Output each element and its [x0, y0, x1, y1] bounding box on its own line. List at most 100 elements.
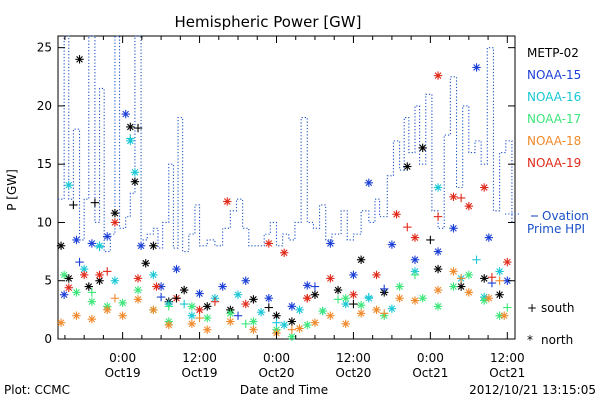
point-south — [426, 235, 435, 245]
point-noaa-17 — [356, 301, 366, 310]
point-noaa-18 — [133, 295, 143, 304]
point-metp-02 — [403, 162, 412, 171]
point-south — [503, 303, 512, 312]
point-noaa-19 — [349, 290, 358, 299]
legend-ovation-bottom: Prime HPI — [527, 222, 585, 236]
point-noaa-19 — [264, 239, 274, 248]
point-noaa-18 — [249, 325, 258, 334]
point-noaa-18 — [226, 317, 235, 326]
x-tick-label-time: 12:00 — [336, 351, 371, 365]
x-tick-label-time: 0:00 — [109, 351, 136, 365]
point-south — [364, 292, 374, 302]
point-noaa-18 — [395, 294, 404, 303]
y-tick-label: 5 — [44, 274, 52, 288]
point-noaa-19 — [480, 183, 489, 192]
point-metp-02 — [333, 285, 343, 295]
point-noaa-15 — [410, 255, 420, 264]
point-noaa-19 — [410, 233, 420, 242]
point-metp-02 — [456, 282, 466, 291]
y-axis-label: P [GW] — [5, 169, 19, 211]
point-noaa-17 — [318, 306, 327, 316]
point-noaa-17 — [226, 309, 235, 318]
point-noaa-18 — [310, 318, 320, 327]
point-noaa-16 — [130, 168, 140, 177]
point-south — [310, 282, 320, 291]
point-noaa-15 — [103, 232, 112, 241]
point-metp-02 — [179, 285, 189, 295]
point-metp-02 — [203, 302, 212, 311]
point-noaa-19 — [64, 283, 73, 292]
ovation-line — [58, 35, 515, 253]
point-noaa-18 — [56, 318, 66, 327]
x-tick-label-date: Oct19 — [105, 366, 141, 380]
point-noaa-15 — [349, 270, 358, 280]
point-noaa-18 — [464, 288, 474, 297]
point-noaa-17 — [87, 297, 97, 306]
point-south — [126, 134, 135, 143]
legend-noaa-15: NOAA-15 — [527, 68, 581, 82]
point-noaa-19 — [326, 274, 335, 283]
point-south — [287, 325, 297, 334]
point-noaa-15 — [87, 239, 97, 248]
point-noaa-18 — [164, 320, 173, 330]
point-metp-02 — [310, 290, 320, 299]
point-noaa-18 — [356, 309, 366, 318]
y-tick-label: 0 — [44, 332, 52, 346]
point-south — [90, 198, 100, 207]
point-noaa-17 — [187, 302, 197, 311]
point-noaa-15 — [195, 289, 204, 298]
point-south — [179, 299, 189, 309]
timestamp: 2012/10/21 13:15:05 — [469, 383, 596, 397]
point-noaa-17 — [464, 270, 474, 280]
point-noaa-17 — [341, 294, 350, 303]
point-noaa-16 — [279, 320, 289, 330]
point-noaa-18 — [72, 311, 81, 320]
point-noaa-15 — [326, 239, 335, 248]
legend-north-label: north — [541, 333, 573, 347]
chart-title: Hemispheric Power [GW] — [175, 13, 362, 31]
point-south — [87, 288, 97, 297]
point-south — [472, 255, 481, 264]
x-tick-label-time: 0:00 — [417, 351, 444, 365]
y-tick-label: 10 — [37, 215, 52, 229]
point-noaa-16 — [187, 311, 197, 320]
plot-source-label: Plot: CCMC — [4, 383, 70, 397]
point-noaa-15 — [136, 241, 146, 250]
point-noaa-16 — [64, 180, 73, 190]
legend-noaa-18: NOAA-18 — [527, 134, 581, 148]
point-noaa-18 — [484, 294, 494, 303]
point-noaa-18 — [500, 311, 509, 320]
point-noaa-15 — [241, 276, 250, 285]
ovation-prime-series — [58, 35, 515, 253]
point-noaa-16 — [295, 305, 304, 315]
point-noaa-18 — [118, 311, 127, 320]
point-noaa-18 — [203, 325, 212, 334]
point-south — [110, 294, 120, 303]
legend-noaa-19: NOAA-19 — [527, 156, 581, 170]
point-noaa-15 — [121, 109, 130, 119]
point-south — [410, 270, 420, 280]
point-metp-02 — [130, 177, 140, 186]
point-noaa-19 — [503, 257, 512, 267]
point-south — [380, 309, 389, 318]
x-tick-label-date: Oct21 — [489, 366, 525, 380]
point-metp-02 — [356, 255, 366, 264]
legend-metp-02: METP-02 — [527, 46, 579, 60]
point-metp-02 — [433, 264, 443, 274]
point-metp-02 — [141, 259, 150, 268]
point-noaa-17 — [449, 282, 458, 291]
y-tick-label: 20 — [37, 99, 52, 113]
point-noaa-18 — [341, 319, 350, 329]
point-metp-02 — [126, 122, 135, 132]
point-south — [241, 319, 250, 329]
point-noaa-15 — [264, 294, 274, 303]
x-tick-label-date: Oct19 — [182, 366, 218, 380]
point-noaa-17 — [418, 294, 427, 303]
point-south — [487, 273, 497, 282]
x-axis-label: Date and Time — [240, 383, 328, 397]
point-noaa-18 — [449, 267, 458, 276]
point-south — [303, 294, 312, 303]
point-south — [403, 222, 412, 232]
point-noaa-19 — [79, 270, 89, 280]
